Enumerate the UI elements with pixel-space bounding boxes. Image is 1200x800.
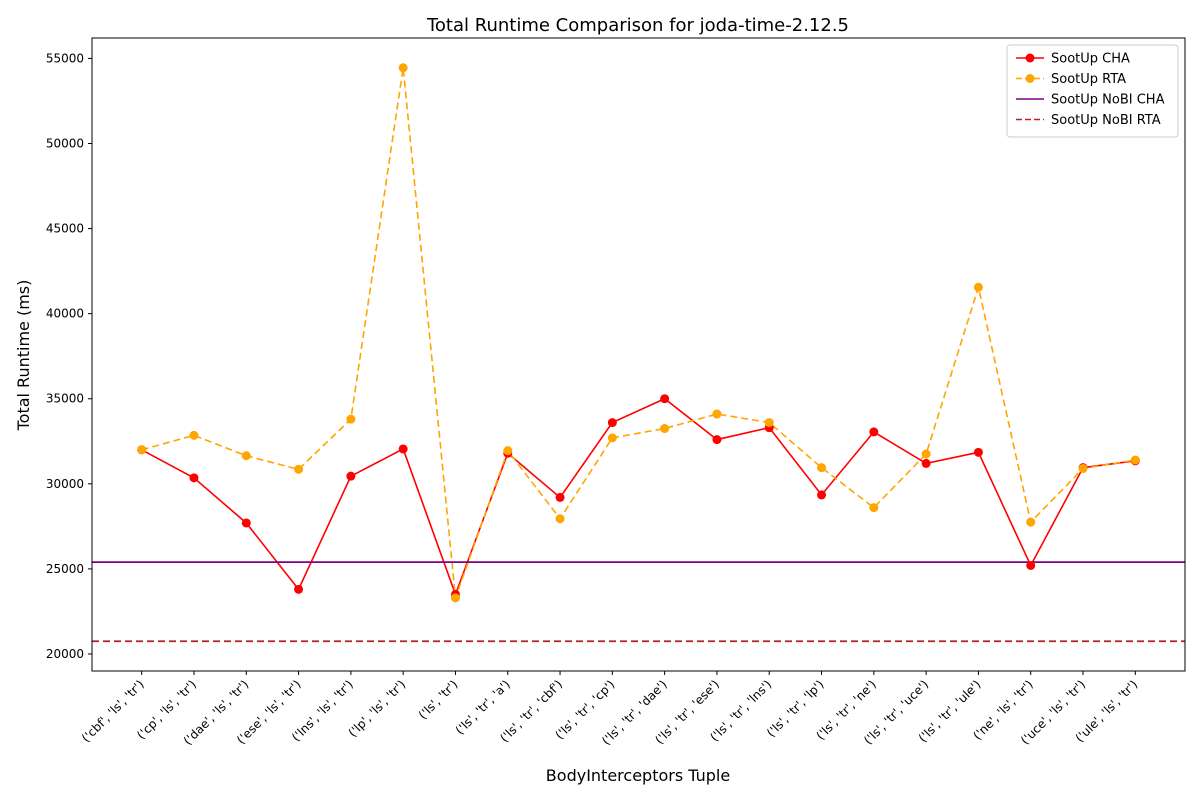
y-axis-title: Total Runtime (ms) <box>14 280 33 432</box>
data-point-sootup-rta <box>764 418 774 428</box>
plot-area <box>92 63 1185 643</box>
data-point-sootup-rta <box>137 445 147 455</box>
data-point-sootup-rta <box>973 282 983 292</box>
y-tick-label: 45000 <box>46 222 84 236</box>
data-point-sootup-cha <box>973 447 983 457</box>
data-point-sootup-rta <box>712 409 722 419</box>
series-line-sootup-rta <box>141 67 1136 599</box>
x-axis-title: BodyInterceptors Tuple <box>546 766 730 785</box>
y-tick-label: 20000 <box>46 647 84 661</box>
legend-label-sootup-nobi-cha: SootUp NoBI CHA <box>1051 93 1165 108</box>
data-point-sootup-cha <box>398 444 408 454</box>
data-point-sootup-rta <box>817 463 827 473</box>
data-point-sootup-cha <box>660 394 670 404</box>
data-point-sootup-rta <box>869 503 879 513</box>
data-point-sootup-rta <box>503 446 513 456</box>
legend-box <box>1006 44 1179 138</box>
data-point-sootup-cha <box>607 418 617 428</box>
legend-marker-sootup-cha <box>1025 53 1035 63</box>
y-tick-label: 50000 <box>46 137 84 151</box>
data-point-sootup-rta <box>1026 517 1036 527</box>
data-point-sootup-rta <box>241 451 251 461</box>
data-point-sootup-rta <box>1130 455 1140 465</box>
data-point-sootup-cha <box>1026 561 1036 570</box>
y-tick-label: 30000 <box>46 477 84 491</box>
data-point-sootup-cha <box>241 518 251 528</box>
data-point-sootup-cha <box>555 492 565 502</box>
data-point-sootup-rta <box>1078 464 1088 474</box>
data-point-sootup-cha <box>817 490 827 500</box>
data-point-sootup-cha <box>346 471 356 481</box>
data-point-sootup-cha <box>869 427 879 437</box>
data-point-sootup-rta <box>398 63 408 73</box>
data-point-sootup-rta <box>294 464 304 474</box>
data-point-sootup-rta <box>607 433 617 443</box>
y-tick-label: 25000 <box>46 562 84 576</box>
y-tick-label: 55000 <box>46 51 84 65</box>
data-point-sootup-rta <box>921 449 931 459</box>
data-point-sootup-rta <box>660 424 670 434</box>
legend: SootUp CHA SootUp RTA SootUp NoBI CHA SootU… <box>1006 44 1179 138</box>
legend-label-sootup-rta: SootUp RTA <box>1051 72 1126 87</box>
plot-frame <box>91 37 1186 672</box>
data-point-sootup-cha <box>712 435 722 445</box>
data-point-sootup-cha <box>189 473 199 483</box>
data-point-sootup-rta <box>555 514 565 524</box>
legend-label-sootup-nobi-rta: SootUp NoBI RTA <box>1051 113 1161 128</box>
data-point-sootup-rta <box>189 430 199 440</box>
y-tick-label: 40000 <box>46 307 84 321</box>
data-point-sootup-rta <box>450 593 460 603</box>
data-point-sootup-cha <box>294 584 304 594</box>
legend-label-sootup-cha: SootUp CHA <box>1051 52 1130 67</box>
chart-title: Total Runtime Comparison for joda-time-2… <box>426 15 849 36</box>
y-tick-label: 35000 <box>46 392 84 406</box>
series-line-sootup-cha <box>141 397 1136 597</box>
plot-series-group <box>92 63 1185 643</box>
legend-marker-sootup-rta <box>1025 74 1035 83</box>
data-point-sootup-cha <box>921 458 931 468</box>
data-point-sootup-rta <box>346 414 356 424</box>
